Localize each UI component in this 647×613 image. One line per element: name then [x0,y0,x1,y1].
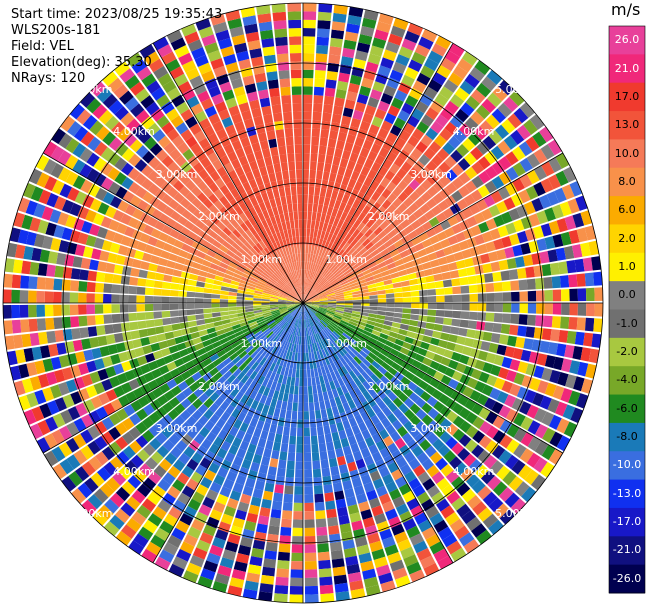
range-ring-label: 5.00km [495,82,537,96]
colorbar-segment [609,224,645,254]
range-ring-label: 1.00km [325,252,367,266]
colorbar-segment [609,564,645,594]
colorbar-tick-label: 2.0 [618,231,636,245]
colorbar [608,25,646,594]
field-label: Field: VEL [11,39,74,54]
colorbar-segment [609,507,645,537]
range-ring-label: 1.00km [240,337,283,351]
range-ring-label: 3.00km [155,167,198,181]
range-ring-label: 1.00km [240,252,283,266]
colorbar-segment [609,167,645,197]
colorbar-tick-label: -2.0 [616,345,638,359]
colorbar-segment [609,536,645,566]
colorbar-tick-label: -26.0 [612,571,642,585]
colorbar-tick-label: 6.0 [618,203,636,217]
range-ring-grid [2,2,604,604]
colorbar-segment [609,451,645,481]
colorbar-segment [609,139,645,169]
colorbar-tick-label: 13.0 [614,118,640,132]
instrument-label: WLS200s-181 [11,23,101,38]
colorbar-tick-label: -6.0 [616,401,638,415]
colorbar-segment [609,111,645,140]
colorbar-segment [609,26,645,55]
colorbar-tick-label: 21.0 [614,61,640,75]
colorbar-tick-label: -17.0 [612,515,642,529]
colorbar-segment [609,196,645,225]
colorbar-tick-label: -1.0 [616,316,638,330]
range-ring-label: 4.00km [452,125,495,139]
colorbar-segment [609,422,645,452]
colorbar-segment [609,394,645,424]
range-ring-label: 2.00km [367,379,410,393]
colorbar-tick-label: 0.0 [618,288,636,302]
colorbar-tick-label: 8.0 [618,174,636,188]
colorbar-segment [609,82,645,112]
range-ring-label: 3.00km [410,167,452,181]
colorbar-tick-label: 10.0 [614,146,640,160]
colorbar-tick-label: 1.0 [618,259,636,273]
colorbar-segment [609,337,645,367]
range-ring-label: 1.00km [325,337,367,351]
colorbar-tick-label: 26.0 [614,33,640,47]
colorbar-tick-label: 17.0 [614,89,640,103]
colorbar-segment [609,54,645,84]
colorbar-tick-label: -4.0 [616,373,638,387]
colorbar-segment [609,252,645,282]
range-ring-label: 4.00km [113,464,155,478]
range-ring-label: 3.00km [155,422,198,436]
range-ring-label: 4.00km [452,464,495,478]
colorbar-segment [609,281,645,310]
velocity-field [3,3,603,603]
range-ring-label: 2.00km [367,210,410,224]
range-ring-label: 3.00km [410,422,452,436]
colorbar-tick-label: -8.0 [616,430,638,444]
colorbar-tick-label: -10.0 [612,458,642,472]
colorbar-segment [609,309,645,339]
range-ring-label: 5.00km [495,507,537,521]
elevation-label: Elevation(deg): 35.30 [11,55,152,70]
range-ring-label: 2.00km [198,210,240,224]
range-ring-label: 2.00km [198,379,240,393]
colorbar-unit: m/s [611,0,641,19]
colorbar-tick-label: -13.0 [612,486,642,500]
range-ring-label: 5.00km [70,507,113,521]
range-ring-label: 5.00km [70,82,113,96]
colorbar-segment [609,479,645,509]
nrays-label: NRays: 120 [11,71,86,86]
colorbar-tick-label: -21.0 [612,543,642,557]
range-ring-label: 4.00km [113,125,155,139]
azimuth-line [42,152,563,454]
colorbar-segment [609,366,645,396]
start-time-label: Start time: 2023/08/25 19:35:43 [11,7,223,22]
